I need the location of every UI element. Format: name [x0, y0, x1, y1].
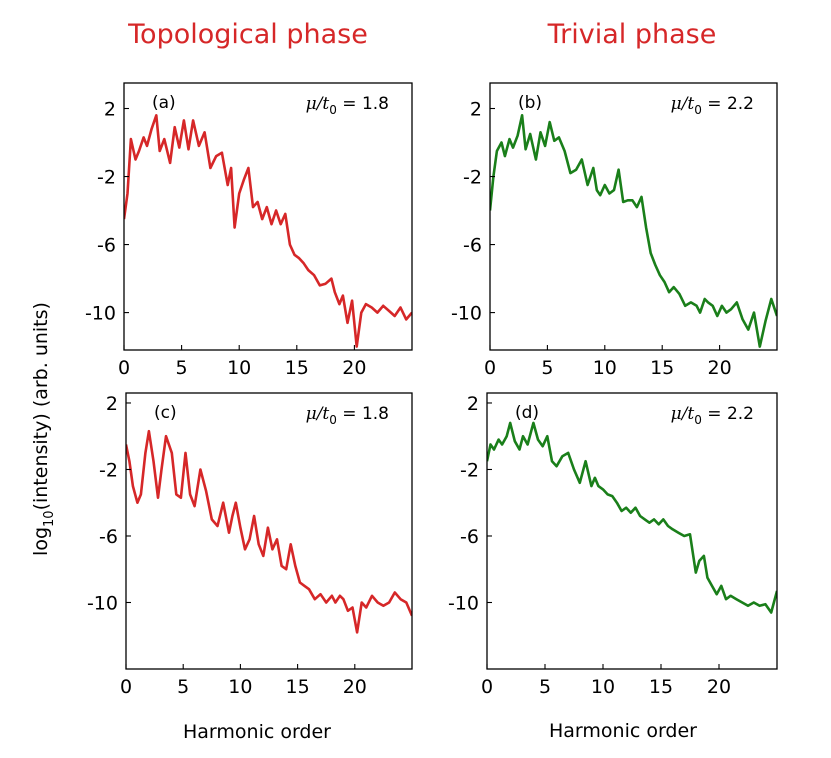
x-tick-label-d: 15	[649, 676, 673, 698]
y-axis-label-main: log	[30, 527, 52, 556]
panel-d: 0 5 10 15 20 2 -2 -6 -10 (d) μ/t0 = 2.2	[448, 392, 778, 698]
y-axis-label-sub: 10	[42, 510, 57, 527]
y-tick-label-c: -2	[99, 459, 118, 481]
y-axis-label: log10(intensity) (arb. units)	[30, 302, 57, 556]
y-tick-label-a: 2	[104, 99, 116, 121]
y-tick-label-a: -6	[97, 235, 116, 257]
x-tick-label-c: 15	[286, 676, 310, 698]
series-line-d	[487, 421, 777, 614]
y-tick-label-b: -10	[451, 303, 482, 325]
param-label-d: μ/t0 = 2.2	[671, 404, 754, 427]
y-tick-label-b: -6	[463, 235, 482, 257]
param-label-a: μ/t0 = 1.8	[306, 94, 389, 117]
plot-frame-d	[486, 392, 778, 670]
y-tick-label-d: -6	[460, 526, 479, 548]
x-tick-label-c: 20	[343, 676, 367, 698]
y-tick-label-d: -2	[460, 459, 479, 481]
column-title-topological: Topological phase	[127, 19, 368, 50]
plot-frame-a	[123, 82, 413, 351]
x-tick-label-b: 10	[593, 357, 617, 379]
y-tick-label-c: -6	[99, 526, 118, 548]
series-line-b	[490, 114, 777, 348]
x-tick-label-b: 20	[708, 357, 732, 379]
x-tick-label-a: 10	[227, 357, 251, 379]
panel-a: 0 5 10 15 20 2 -2 -6 -10 (a) μ/t0 = 1.8	[85, 82, 413, 379]
y-tick-label-b: 2	[470, 99, 482, 121]
y-tick-label-c: -10	[87, 592, 118, 614]
y-tick-label-c: 2	[106, 393, 118, 415]
x-axis-label-right: Harmonic order	[549, 720, 697, 742]
panel-label-a: (a)	[152, 93, 176, 113]
y-axis-label-rest: (intensity) (arb. units)	[30, 302, 52, 510]
x-tick-label-b: 0	[484, 357, 496, 379]
x-tick-label-c: 10	[228, 676, 252, 698]
plot-frame-b	[489, 82, 778, 351]
param-label-b: μ/t0 = 2.2	[671, 94, 754, 117]
panel-label-c: (c)	[154, 403, 177, 423]
x-axis-label-left: Harmonic order	[183, 721, 331, 743]
x-tick-label-d: 0	[481, 676, 493, 698]
x-tick-label-d: 10	[591, 676, 615, 698]
y-tick-label-a: -2	[97, 167, 116, 189]
y-tick-label-a: -10	[85, 303, 116, 325]
x-tick-label-b: 5	[541, 357, 553, 379]
x-tick-label-c: 0	[120, 676, 132, 698]
series-line-a	[124, 114, 412, 348]
param-label-c: μ/t0 = 1.8	[306, 404, 389, 427]
x-tick-label-a: 15	[285, 357, 309, 379]
column-title-trivial: Trivial phase	[547, 19, 717, 50]
x-tick-label-b: 15	[650, 357, 674, 379]
y-tick-label-b: -2	[463, 167, 482, 189]
x-tick-label-a: 0	[118, 357, 130, 379]
panel-b: 0 5 10 15 20 2 -2 -6 -10 (b) μ/t0 = 2.2	[451, 82, 778, 379]
panel-label-b: (b)	[518, 93, 542, 113]
x-tick-label-a: 20	[342, 357, 366, 379]
x-tick-label-c: 5	[177, 676, 189, 698]
y-tick-label-d: 2	[467, 393, 479, 415]
y-tick-label-d: -10	[448, 592, 479, 614]
panel-label-d: (d)	[515, 403, 539, 423]
plot-frame-c	[125, 392, 413, 670]
panel-c: 0 5 10 15 20 2 -2 -6 -10 (c) μ/t0 = 1.8	[87, 392, 413, 698]
x-tick-label-d: 20	[707, 676, 731, 698]
x-tick-label-d: 5	[539, 676, 551, 698]
series-line-c	[126, 429, 412, 634]
x-tick-label-a: 5	[176, 357, 188, 379]
